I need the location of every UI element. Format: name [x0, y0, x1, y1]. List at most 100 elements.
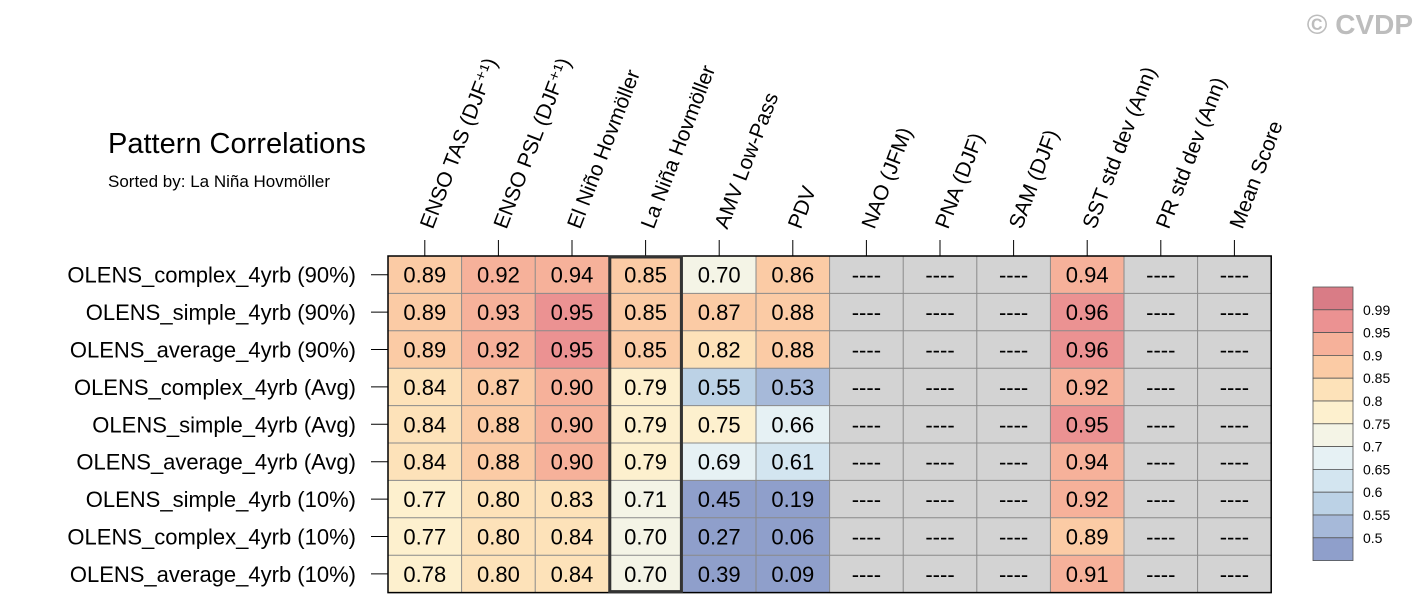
heatmap-cell	[976, 368, 1051, 406]
cell-value: 0.95	[551, 338, 594, 363]
cell-value: ----	[852, 375, 881, 400]
heatmap-cell	[1050, 480, 1124, 518]
cell-value: 0.09	[771, 562, 814, 587]
cell-value: ----	[1146, 300, 1175, 325]
heatmap-cell	[1050, 443, 1124, 481]
legend-swatch	[1312, 491, 1354, 516]
heatmap-cell	[535, 405, 609, 443]
row-label: OLENS_simple_4yrb (10%)	[86, 487, 356, 512]
heatmap-cell	[1050, 256, 1124, 294]
cell-value: ----	[925, 525, 954, 550]
heatmap-cell	[756, 368, 830, 406]
cell-value: ----	[925, 300, 954, 325]
cell-value: ----	[999, 375, 1028, 400]
cell-value: ----	[1146, 412, 1175, 437]
heatmap-cell	[388, 330, 462, 369]
cell-value: 0.77	[403, 525, 446, 550]
heatmap-cell	[388, 256, 462, 294]
heatmap-cell	[1050, 330, 1124, 369]
cell-value: 0.94	[1066, 263, 1109, 288]
heatmap-cell	[1197, 405, 1272, 443]
heatmap-cell	[829, 405, 904, 443]
cell-value: 0.96	[1066, 338, 1109, 363]
cell-value: 0.94	[1066, 450, 1109, 475]
row-label: OLENS_simple_4yrb (90%)	[86, 300, 356, 325]
column-label: SST std dev (Ann)	[1078, 64, 1161, 232]
legend-swatch	[1312, 377, 1354, 402]
legend-label: 0.99	[1363, 302, 1390, 318]
cell-value: ----	[852, 525, 881, 550]
cell-value: 0.70	[624, 525, 667, 550]
cell-value: ----	[999, 562, 1028, 587]
heatmap-cell	[976, 405, 1051, 443]
heatmap-cell	[976, 293, 1051, 331]
heatmap-cell	[756, 480, 830, 518]
cell-value: 0.90	[551, 450, 594, 475]
heatmap-cell	[1124, 368, 1198, 406]
heatmap-cell	[388, 555, 462, 593]
cell-value: 0.88	[771, 338, 814, 363]
cell-value: ----	[852, 562, 881, 587]
heatmap-cell	[461, 330, 536, 369]
cell-value: 0.06	[771, 525, 814, 550]
cell-value: ----	[999, 412, 1028, 437]
heatmap-cell	[608, 405, 683, 443]
heatmap-cell	[461, 256, 536, 294]
heatmap-cell	[756, 256, 830, 294]
cell-value: 0.89	[403, 338, 446, 363]
cell-value: ----	[852, 450, 881, 475]
cell-value: ----	[1220, 525, 1249, 550]
column-label: AMV Low-Pass	[710, 90, 783, 232]
cell-value: ----	[1220, 263, 1249, 288]
heatmap-cell	[535, 293, 609, 331]
cell-value: 0.85	[624, 300, 667, 325]
cell-value: 0.92	[477, 263, 520, 288]
cell-value: 0.79	[624, 412, 667, 437]
heatmap-cell	[829, 443, 904, 481]
column-label: El Niño Hovmöller	[563, 67, 645, 232]
cell-value: 0.83	[551, 487, 594, 512]
heatmap-cell	[461, 405, 536, 443]
heatmap-grid	[387, 255, 1272, 594]
heatmap-cell	[976, 330, 1051, 369]
cell-value: ----	[852, 263, 881, 288]
heatmap-cell	[1197, 517, 1272, 556]
heatmap-cell	[1197, 368, 1272, 406]
heatmap-cell	[829, 293, 904, 331]
cell-value: ----	[852, 412, 881, 437]
row-label: OLENS_complex_4yrb (10%)	[67, 525, 356, 550]
heatmap-cell	[461, 443, 536, 481]
column-label: NAO (JFM)	[858, 124, 918, 231]
heatmap-cell	[756, 330, 830, 369]
heatmap-cell	[976, 555, 1051, 593]
legend-label: 0.85	[1363, 370, 1390, 386]
heatmap-cell	[1124, 443, 1198, 481]
cell-value: 0.69	[698, 450, 741, 475]
cell-value: ----	[925, 562, 954, 587]
heatmap-cell	[903, 555, 977, 593]
heatmap-cell	[682, 368, 756, 406]
cell-value: 0.92	[477, 338, 520, 363]
legend-swatch	[1312, 446, 1354, 470]
cell-value: 0.88	[477, 412, 520, 437]
heatmap-cell	[1050, 517, 1124, 556]
heatmap-cell	[903, 330, 977, 369]
heatmap-cell	[461, 293, 536, 331]
cell-value: ----	[999, 338, 1028, 363]
cell-value: 0.80	[477, 562, 520, 587]
heatmap-cell	[1050, 405, 1124, 443]
row-label: OLENS_complex_4yrb (90%)	[67, 263, 356, 288]
legend-label: 0.55	[1363, 507, 1390, 523]
heatmap-cell	[608, 517, 683, 556]
heatmap-cell	[756, 555, 830, 593]
heatmap-cell	[903, 443, 977, 481]
cell-value: 0.55	[698, 375, 741, 400]
heatmap-cell	[682, 517, 756, 556]
cell-value: 0.71	[624, 487, 667, 512]
cell-value: 0.70	[624, 562, 667, 587]
column-label: SAM (DJF)	[1005, 127, 1064, 232]
legend-swatch	[1312, 286, 1354, 311]
cell-value: 0.85	[624, 338, 667, 363]
heatmap-cell	[535, 330, 609, 369]
